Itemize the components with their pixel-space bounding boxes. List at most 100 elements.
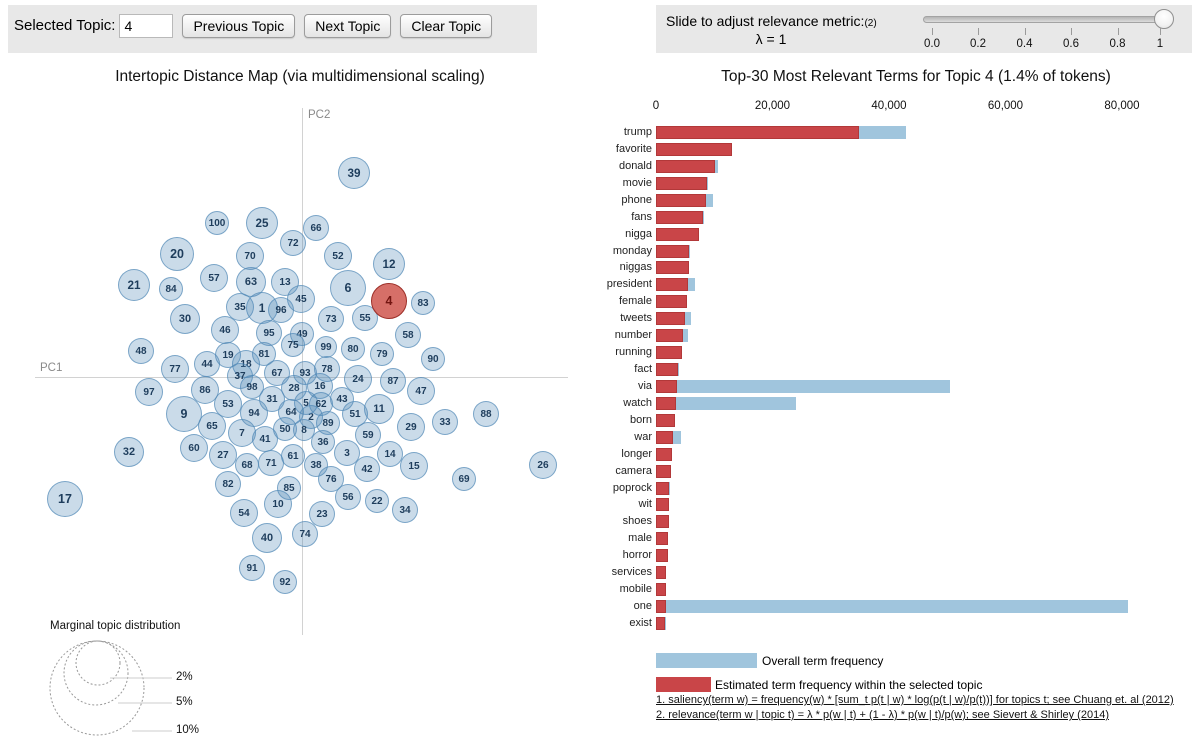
topic-circle-12[interactable]: 12 (373, 248, 405, 280)
topic-circle-9[interactable]: 9 (166, 396, 202, 432)
topic-circle-76[interactable]: 76 (318, 466, 344, 492)
topic-freq-bar[interactable] (656, 515, 669, 529)
topic-freq-bar[interactable] (656, 549, 668, 563)
topic-circle-80[interactable]: 80 (341, 337, 365, 361)
topic-freq-bar[interactable] (656, 193, 707, 207)
lambda-slider[interactable] (923, 16, 1166, 23)
term-label[interactable]: male (628, 532, 652, 545)
topic-circle-6[interactable]: 6 (330, 270, 366, 306)
term-label[interactable]: female (618, 295, 652, 308)
topic-circle-69[interactable]: 69 (452, 467, 476, 491)
topic-freq-bar[interactable] (656, 363, 679, 377)
topic-circle-42[interactable]: 42 (354, 456, 380, 482)
term-label[interactable]: nigga (625, 227, 652, 240)
term-label[interactable]: via (637, 379, 652, 392)
topic-circle-61[interactable]: 61 (281, 444, 305, 468)
topic-circle-48[interactable]: 48 (128, 338, 154, 364)
topic-circle-71[interactable]: 71 (258, 450, 284, 476)
topic-circle-77[interactable]: 77 (161, 355, 189, 383)
topic-circle-20[interactable]: 20 (160, 237, 194, 271)
topic-circle-29[interactable]: 29 (397, 413, 425, 441)
topic-circle-99[interactable]: 99 (315, 336, 337, 358)
topic-freq-bar[interactable] (656, 481, 670, 495)
topic-freq-bar[interactable] (656, 413, 675, 427)
topic-freq-bar[interactable] (656, 616, 666, 630)
topic-freq-bar[interactable] (656, 126, 859, 139)
topic-circle-79[interactable]: 79 (370, 342, 394, 366)
term-label[interactable]: shoes (622, 515, 652, 528)
topic-circle-34[interactable]: 34 (392, 497, 418, 523)
lambda-slider-handle[interactable] (1154, 9, 1174, 29)
term-label[interactable]: mobile (619, 583, 652, 596)
term-label[interactable]: niggas (619, 261, 652, 274)
term-label[interactable]: camera (615, 464, 652, 477)
topic-circle-92[interactable]: 92 (273, 570, 297, 594)
topic-circle-95[interactable]: 95 (256, 320, 282, 346)
overall-freq-bar[interactable] (656, 396, 796, 410)
topic-circle-11[interactable]: 11 (364, 394, 394, 424)
topic-freq-bar[interactable] (656, 379, 677, 393)
topic-circle-87[interactable]: 87 (380, 368, 406, 394)
topic-circle-64[interactable]: 64 (278, 399, 304, 425)
topic-circle-70[interactable]: 70 (236, 242, 264, 270)
topic-circle-74[interactable]: 74 (292, 521, 318, 547)
topic-circle-23[interactable]: 23 (309, 501, 335, 527)
topic-circle-4[interactable]: 4 (371, 283, 407, 319)
topic-circle-91[interactable]: 91 (239, 555, 265, 581)
topic-freq-bar[interactable] (656, 498, 670, 512)
topic-freq-bar[interactable] (656, 261, 689, 275)
topic-circle-46[interactable]: 46 (211, 316, 239, 344)
topic-freq-bar[interactable] (656, 396, 676, 410)
topic-circle-55[interactable]: 55 (352, 305, 378, 331)
topic-circle-52[interactable]: 52 (324, 242, 352, 270)
topic-circle-47[interactable]: 47 (407, 377, 435, 405)
topic-circle-67[interactable]: 67 (264, 360, 290, 386)
term-label[interactable]: donald (618, 159, 652, 172)
term-label[interactable]: tweets (620, 312, 652, 325)
term-label[interactable]: fans (631, 210, 652, 223)
term-label[interactable]: phone (621, 193, 652, 206)
topic-circle-96[interactable]: 96 (268, 297, 294, 323)
topic-circle-54[interactable]: 54 (230, 499, 258, 527)
topic-circle-41[interactable]: 41 (252, 426, 278, 452)
term-label[interactable]: horror (622, 549, 652, 562)
topic-freq-bar[interactable] (656, 244, 690, 258)
topic-circle-44[interactable]: 44 (194, 351, 220, 377)
topic-circle-81[interactable]: 81 (252, 342, 276, 366)
term-label[interactable]: running (615, 346, 652, 359)
topic-circle-100[interactable]: 100 (205, 211, 229, 235)
topic-circle-89[interactable]: 89 (316, 411, 340, 435)
term-label[interactable]: exist (629, 616, 652, 629)
topic-circle-57[interactable]: 57 (200, 264, 228, 292)
term-label[interactable]: favorite (615, 142, 652, 155)
topic-freq-bar[interactable] (656, 600, 666, 614)
topic-circle-78[interactable]: 78 (314, 356, 340, 382)
topic-circle-39[interactable]: 39 (338, 157, 370, 189)
topic-circle-84[interactable]: 84 (159, 277, 183, 301)
topic-circle-94[interactable]: 94 (240, 399, 268, 427)
topic-circle-27[interactable]: 27 (209, 441, 237, 469)
topic-freq-bar[interactable] (656, 329, 683, 343)
term-label[interactable]: longer (621, 447, 652, 460)
topic-circle-35[interactable]: 35 (226, 293, 254, 321)
topic-circle-14[interactable]: 14 (377, 441, 403, 467)
term-label[interactable]: watch (623, 396, 652, 409)
topic-freq-bar[interactable] (656, 532, 668, 546)
topic-circle-30[interactable]: 30 (170, 304, 200, 334)
term-label[interactable]: services (611, 566, 652, 579)
topic-circle-97[interactable]: 97 (135, 378, 163, 406)
term-label[interactable]: trump (623, 126, 652, 138)
topic-freq-bar[interactable] (656, 346, 682, 360)
topic-circle-58[interactable]: 58 (395, 322, 421, 348)
topic-freq-bar[interactable] (656, 295, 687, 309)
topic-circle-33[interactable]: 33 (432, 409, 458, 435)
topic-freq-bar[interactable] (656, 278, 689, 292)
term-label[interactable]: movie (622, 176, 652, 189)
term-label[interactable]: monday (612, 244, 652, 257)
topic-circle-22[interactable]: 22 (365, 489, 389, 513)
topic-circle-21[interactable]: 21 (118, 269, 150, 301)
topic-circle-63[interactable]: 63 (236, 267, 266, 297)
overall-freq-bar[interactable] (656, 379, 951, 393)
topic-freq-bar[interactable] (656, 176, 707, 190)
topic-circle-60[interactable]: 60 (180, 434, 208, 462)
